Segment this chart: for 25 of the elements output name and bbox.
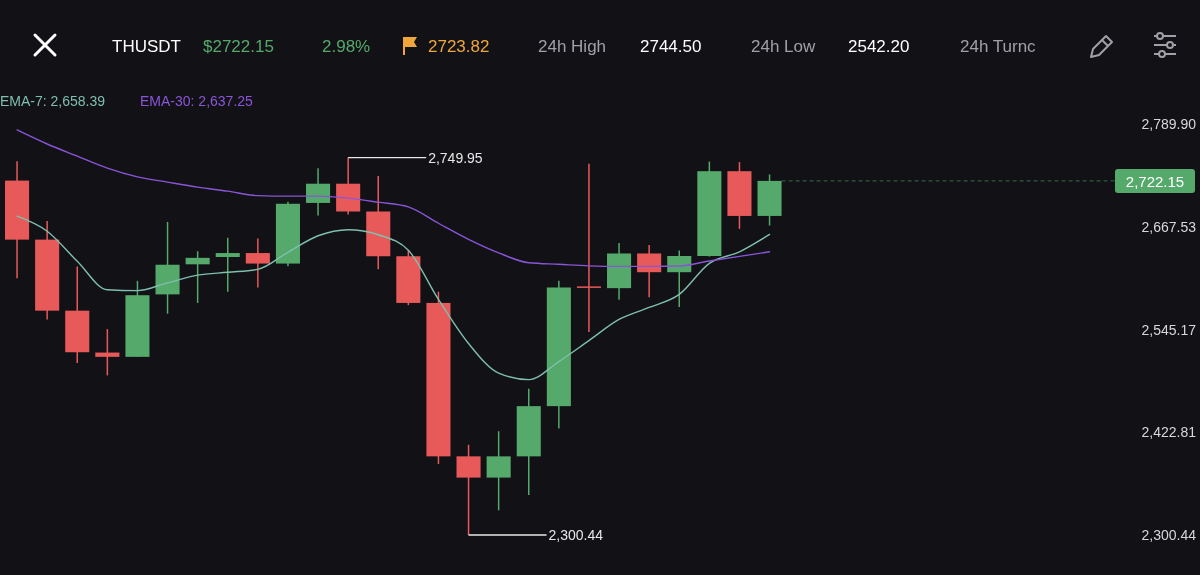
y-tick-label: 2,545.17	[1141, 321, 1197, 338]
chart-title: THUSDT	[112, 37, 181, 56]
candlestick	[95, 328, 120, 377]
text: 2723.82	[428, 37, 490, 56]
y-tick-label: 2,422.81	[1141, 424, 1197, 441]
y-tick-label: 2,789.90	[1141, 116, 1197, 132]
text: 24h High	[538, 37, 607, 56]
line-series	[16, 129, 771, 268]
text: 2.98%	[322, 37, 371, 56]
candlestick	[185, 250, 210, 304]
text: 2542.20	[848, 37, 910, 56]
text: 24h Low	[751, 37, 816, 56]
text: EMA-7: 2,658.39	[0, 93, 106, 109]
text: $2722.15	[203, 37, 274, 56]
ref-line-label: 2,722.15	[1125, 172, 1185, 190]
text: 24h Turnc	[960, 37, 1037, 56]
annotation: 2,300.44	[548, 527, 604, 543]
annotation: 2,749.95	[428, 149, 483, 166]
text: 2744.50	[640, 37, 702, 56]
line-series	[16, 215, 771, 381]
text: EMA-30: 2,637.25	[140, 93, 254, 109]
candlestick	[576, 162, 601, 333]
y-tick-label: 2,667.53	[1141, 218, 1197, 235]
y-tick-label: 2,300.44	[1141, 527, 1197, 543]
candlestick	[215, 237, 240, 293]
